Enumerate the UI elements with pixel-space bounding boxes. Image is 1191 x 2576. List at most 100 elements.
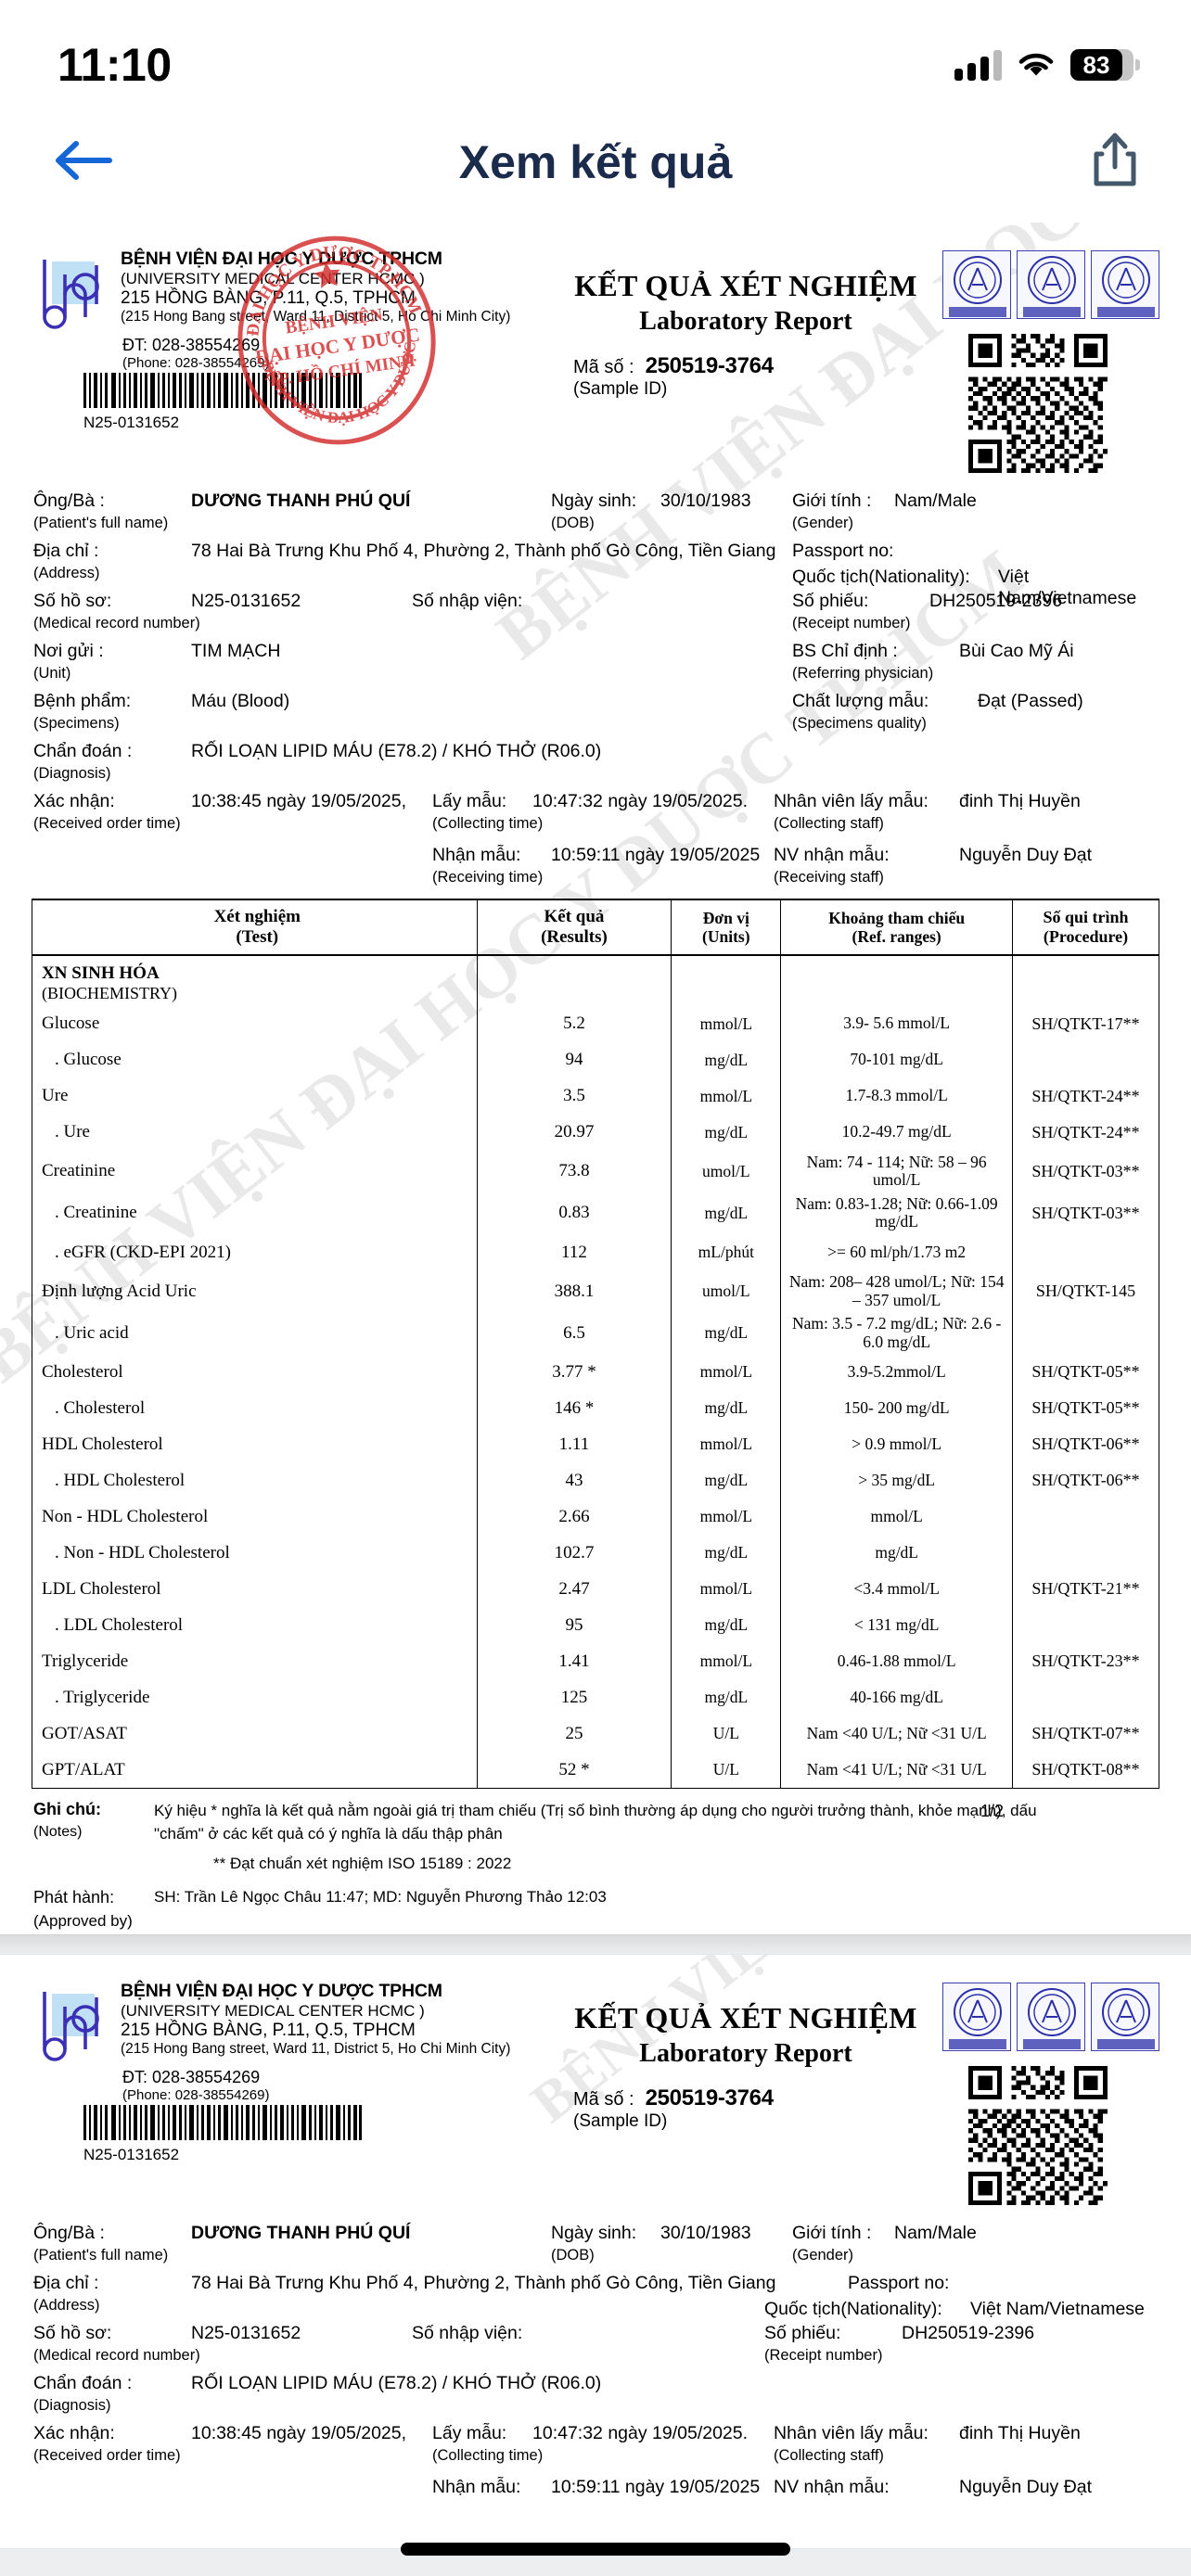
cell-unit: mmol/L xyxy=(671,1354,782,1391)
diagnosis-label-vi: Chẩn đoán : xyxy=(33,2373,133,2393)
receiving-label-vi: Nhận mẫu: xyxy=(432,2477,521,2497)
cell-test: . Cholesterol xyxy=(32,1390,478,1427)
collecting-label-en: (Collecting time) xyxy=(432,2447,544,2464)
cellular-bars-icon xyxy=(954,49,1002,81)
cell-result: 1.41 xyxy=(476,1643,672,1680)
cell-procedure: SH/QTKT-05** xyxy=(1012,1390,1159,1427)
table-row: . LDL Cholesterol 95 mg/dL < 131 mg/dL xyxy=(32,1607,1159,1644)
hospital-name-en: (UNIVERSITY MEDICAL CENTER HCMC ) xyxy=(121,2002,425,2020)
quality-value: Đạt (Passed) xyxy=(978,691,1083,711)
column-header-test: Xét nghiệm (Test) xyxy=(32,899,478,956)
info-row-name: Ông/Bà : (Patient's full name) DƯƠNG THA… xyxy=(32,491,1159,541)
certification-block xyxy=(941,1979,1159,2210)
gender-label-en: (Gender) xyxy=(792,515,854,531)
cell-test: HDL Cholesterol xyxy=(32,1426,478,1463)
cell-ref: 150- 200 mg/dL xyxy=(780,1390,1014,1427)
receipt-value: DH250519-2396 xyxy=(902,2323,1035,2343)
cell-unit: mg/dL xyxy=(671,1041,782,1078)
cell-result: 3.5 xyxy=(476,1078,672,1115)
name-label-vi: Ông/Bà : xyxy=(33,2223,105,2243)
cell-unit: U/L xyxy=(671,1715,782,1753)
receiving-label-en: (Receiving time) xyxy=(432,869,544,886)
cell-result: 5.2 xyxy=(476,1005,672,1042)
back-button[interactable] xyxy=(52,136,113,189)
patient-name-value: DƯƠNG THANH PHÚ QUÍ xyxy=(191,2223,411,2243)
unit-label-vi: Nơi gửi : xyxy=(33,641,104,661)
back-arrow-icon xyxy=(56,140,112,180)
mrn-label-en: (Medical record number) xyxy=(33,2347,200,2364)
cell-test: . Glucose xyxy=(32,1041,478,1078)
notes-line-1: Ký hiệu * nghĩa là kết quả nằm ngoài giá… xyxy=(154,1801,1037,1843)
info-row-mrn: Số hồ sơ: (Medical record number) N25-01… xyxy=(32,591,1159,641)
quality-label-en: (Specimens quality) xyxy=(792,715,927,732)
dob-label-en: (DOB) xyxy=(551,2247,595,2264)
table-row: . Glucose 94 mg/dL 70-101 mg/dL xyxy=(32,1041,1159,1078)
table-row: Triglyceride 1.41 mmol/L 0.46-1.88 mmol/L SH… xyxy=(32,1643,1159,1680)
cell-ref: mmol/L xyxy=(780,1498,1014,1536)
mrn-value: N25-0131652 xyxy=(191,2323,301,2343)
cell-ref: > 0.9 mmol/L xyxy=(780,1426,1014,1463)
hospital-address-en: (215 Hong Bang street, Ward 11, District… xyxy=(121,309,511,325)
page-separator xyxy=(0,1934,1191,1955)
status-icons: 83 xyxy=(954,49,1140,81)
diagnosis-label-en: (Diagnosis) xyxy=(33,765,111,782)
sample-id-sublabel: (Sample ID) xyxy=(573,379,668,399)
home-indicator[interactable] xyxy=(401,2543,790,2556)
barcode-block: N25-0131652 xyxy=(32,2105,551,2164)
cell-result: 94 xyxy=(476,1041,672,1078)
cell-unit: mg/dL xyxy=(671,1679,782,1716)
cell-unit: umol/L xyxy=(671,1270,782,1313)
cell-result: 0.83 xyxy=(476,1192,672,1235)
cell-ref: 3.9- 5.6 mmol/L xyxy=(780,1005,1014,1042)
hospital-block: BỆNH VIỆN ĐẠI HỌC Y DƯỢC TPHCM (UNIVERSI… xyxy=(32,1979,551,2210)
collecting-value: 10:47:32 ngày 19/05/2025. xyxy=(532,2423,749,2443)
cell-ref: 3.9-5.2mmol/L xyxy=(780,1354,1014,1391)
cell-procedure: SH/QTKT-24** xyxy=(1012,1078,1159,1115)
cell-result: 73.8 xyxy=(476,1150,672,1192)
cell-result: 146 * xyxy=(476,1390,672,1427)
hospital-phone-vi: ĐT: 028-38554269 xyxy=(122,336,261,354)
cell-procedure: SH/QTKT-03** xyxy=(1012,1192,1159,1235)
unit-label-en: (Unit) xyxy=(33,665,71,682)
info-row-specimen: Bệnh phẩm: (Specimens) Máu (Blood) Chất … xyxy=(32,691,1159,741)
share-button[interactable] xyxy=(1091,132,1139,194)
cell-ref: 1.7-8.3 mmol/L xyxy=(780,1078,1014,1115)
report-title-vi: KẾT QUẢ XÉT NGHIỆM xyxy=(574,2001,917,2034)
report-title-vi: KẾT QUẢ XÉT NGHIỆM xyxy=(574,269,917,302)
report-page-1: BỆNH VIỆN ĐẠI HỌC Y DƯỢC TP.HCM BỆNH VIỆ… xyxy=(0,223,1191,1934)
cell-result: 43 xyxy=(476,1462,672,1499)
patient-info-block: Ông/Bà : (Patient's full name) DƯƠNG THA… xyxy=(32,2223,1159,2527)
vilas-logo-icon xyxy=(1017,250,1085,319)
physician-value: Bùi Cao Mỹ Ái xyxy=(959,641,1074,661)
cell-procedure: SH/QTKT-08** xyxy=(1012,1752,1159,1789)
info-row-unit: Nơi gửi : (Unit) TIM MẠCH BS Chỉ định : … xyxy=(32,641,1159,691)
status-bar: 11:10 83 xyxy=(0,0,1191,102)
barcode-label: N25-0131652 xyxy=(83,2146,180,2163)
receiving-staff-value: Nguyễn Duy Đạt xyxy=(959,2477,1093,2497)
cell-unit: U/L xyxy=(671,1752,782,1789)
cell-test: LDL Cholesterol xyxy=(32,1571,478,1608)
table-row: . Uric acid 6.5 mg/dL Nam: 3.5 - 7.2 mg/dL;… xyxy=(32,1312,1159,1355)
receipt-label-en: (Receipt number) xyxy=(792,615,911,631)
dob-value: 30/10/1983 xyxy=(660,2223,751,2243)
address-label-en: (Address) xyxy=(33,565,100,581)
cell-ref: 40-166 mg/dL xyxy=(780,1679,1014,1716)
vilas-logo-icon xyxy=(1091,250,1159,319)
approved-label-vi: Phát hành: xyxy=(33,1888,115,1907)
collecting-label-vi: Lấy mẫu: xyxy=(432,2423,507,2443)
cell-ref: <3.4 mmol/L xyxy=(780,1571,1014,1608)
collecting-staff-value: đinh Thị Huyền xyxy=(959,2423,1081,2443)
cell-unit: mg/dL xyxy=(671,1535,782,1572)
collecting-staff-label-en: (Collecting staff) xyxy=(774,815,884,832)
hospital-address-vi: 215 HỒNG BÀNG, P.11, Q.5, TPHCM xyxy=(121,288,416,308)
cell-result: 112 xyxy=(476,1234,672,1271)
wifi-icon xyxy=(1018,53,1054,76)
cell-unit: mmol/L xyxy=(671,1078,782,1115)
document-scroll-area[interactable]: BỆNH VIỆN ĐẠI HỌC Y DƯỢC TP.HCM BỆNH VIỆ… xyxy=(0,223,1191,2576)
cell-test: GPT/ALAT xyxy=(32,1752,478,1789)
passport-label: Passport no: xyxy=(792,541,894,561)
name-label-en: (Patient's full name) xyxy=(33,2247,169,2264)
info-row-name: Ông/Bà : (Patient's full name) DƯƠNG THA… xyxy=(32,2223,1159,2273)
battery-percent: 83 xyxy=(1082,51,1110,79)
certification-block xyxy=(941,247,1159,478)
